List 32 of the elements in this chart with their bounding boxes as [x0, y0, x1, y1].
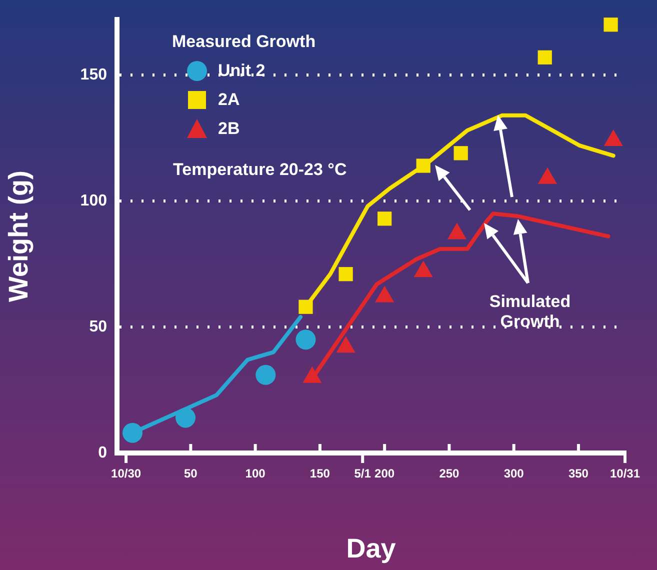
- x-tick-label: 10/30: [111, 466, 142, 481]
- y-tick-label: 50: [89, 318, 108, 336]
- y-tick-label: 0: [98, 444, 108, 462]
- point: [604, 18, 618, 32]
- point: [296, 330, 316, 350]
- x-tick-label: 350: [568, 466, 589, 481]
- annotation: Temperature 20-23 °C: [173, 160, 348, 180]
- point: [338, 267, 353, 282]
- x-tick-label: 100: [245, 466, 266, 481]
- y-tick-label: 100: [80, 192, 108, 210]
- point: [176, 408, 196, 428]
- x-tick-label: 5/1: [354, 466, 372, 481]
- x-tick-label: 200: [374, 466, 395, 481]
- point: [256, 364, 276, 385]
- point: [538, 50, 552, 64]
- legend-label: 2B: [218, 118, 240, 138]
- x-tick-label: 300: [504, 466, 524, 481]
- legend-label: 2A: [218, 90, 240, 110]
- point: [298, 300, 313, 314]
- point: [454, 146, 468, 160]
- x-tick-label: 10/31: [610, 466, 640, 481]
- x-tick-label: 250: [439, 466, 460, 481]
- point: [378, 212, 392, 226]
- y-axis-title: Weight (g): [4, 170, 34, 302]
- point: [122, 422, 143, 443]
- point: [416, 158, 430, 173]
- y-tick-label: 150: [80, 66, 108, 84]
- annotation: Simulated Growth: [488, 292, 572, 332]
- legend-title: Measured Growth: [172, 32, 316, 52]
- x-axis-title: Day: [346, 533, 396, 564]
- x-tick-label: 150: [310, 466, 330, 481]
- x-tick-label: 50: [184, 466, 198, 481]
